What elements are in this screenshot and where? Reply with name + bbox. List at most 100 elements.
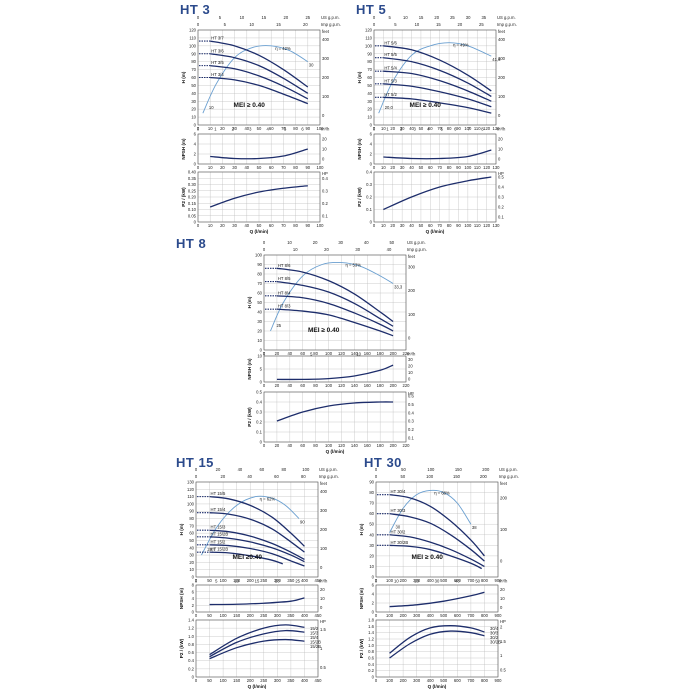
top-axis-a-unit: US g.p.m. bbox=[407, 240, 426, 245]
npsh-xtick: 80 bbox=[447, 165, 452, 170]
m3h-tick: 15 bbox=[255, 579, 260, 584]
main-ytick: 80 bbox=[191, 59, 196, 64]
npsh-xtick: 400 bbox=[301, 613, 309, 618]
npsh-xtick: 120 bbox=[483, 165, 491, 170]
top-axis-b-tick: 25 bbox=[479, 22, 484, 27]
power-ylabel: P2 / (kW) bbox=[357, 187, 362, 207]
main-ytick: 50 bbox=[367, 83, 372, 88]
power-ytick: 0.6 bbox=[188, 650, 194, 655]
power-ytick: 0.2 bbox=[366, 195, 372, 200]
efficiency-end-label: 90 bbox=[300, 520, 305, 525]
series-label: HT 3/4 bbox=[211, 72, 224, 77]
main-ytick: 60 bbox=[189, 531, 194, 536]
power-ytick: 0.2 bbox=[368, 668, 374, 673]
power-xtick: 140 bbox=[351, 443, 359, 448]
m3h-tick: 20 bbox=[275, 579, 280, 584]
power-right-label: HP bbox=[498, 171, 504, 176]
main-ytick: 0 bbox=[260, 348, 263, 353]
main-ytick: 90 bbox=[189, 509, 194, 514]
main-plot: 0102030405060708090100110120010020030040… bbox=[181, 28, 330, 132]
main-xtick: 100 bbox=[220, 578, 228, 583]
power-ytick: 0.5 bbox=[256, 390, 262, 395]
power-right-tick: 0.3 bbox=[322, 188, 328, 193]
power-xtick: 600 bbox=[454, 678, 462, 683]
power-curve-label: 15/2 bbox=[310, 626, 319, 631]
npsh-xtick: 110 bbox=[474, 165, 481, 170]
npsh-xtick: 160 bbox=[364, 383, 372, 388]
efficiency-end-label: 33,3 bbox=[394, 285, 403, 290]
power-curve bbox=[383, 176, 492, 211]
power-right-tick: 0.3 bbox=[408, 419, 414, 424]
main-ytick: 40 bbox=[369, 532, 374, 537]
top-axis-a-tick: 0 bbox=[375, 467, 378, 472]
top-axis-a-tick: 50 bbox=[401, 467, 406, 472]
q-axis-label: Q (l/min) bbox=[426, 229, 445, 234]
main-ytick: 70 bbox=[367, 67, 372, 72]
npsh-curve bbox=[276, 364, 394, 381]
power-ytick: 1.6 bbox=[368, 624, 374, 629]
head-curve bbox=[383, 96, 492, 114]
main-xtick: 70 bbox=[281, 126, 286, 131]
power-xtick: 800 bbox=[481, 678, 489, 683]
npsh-xtick: 10 bbox=[381, 165, 386, 170]
npsh-xtick: 200 bbox=[400, 613, 408, 618]
power-right-tick: 1.5 bbox=[500, 639, 506, 644]
m3h-tick: 10 bbox=[234, 579, 239, 584]
power-right-tick: 0.2 bbox=[322, 201, 328, 206]
npsh-curve bbox=[383, 149, 492, 160]
npsh-xtick: 20 bbox=[275, 383, 280, 388]
efficiency-curve bbox=[270, 261, 394, 332]
npsh-frame bbox=[375, 584, 499, 613]
npsh-ytick: 6 bbox=[372, 583, 375, 588]
main-xtick: 110 bbox=[474, 126, 481, 131]
main-xtick: 300 bbox=[413, 578, 421, 583]
main-xtick: 100 bbox=[325, 351, 333, 356]
main-xtick: 600 bbox=[454, 578, 462, 583]
series-label: HT 5/6 bbox=[384, 40, 397, 45]
npsh-ytick: 0 bbox=[372, 610, 375, 615]
m3h-tick: 1 bbox=[386, 127, 389, 132]
main-ytick: 110 bbox=[365, 35, 372, 40]
top-axis-b-tick: 150 bbox=[453, 474, 461, 479]
npsh-ytick: 4 bbox=[372, 592, 375, 597]
npsh-right-tick: 0 bbox=[322, 157, 325, 162]
main-xtick: 220 bbox=[403, 351, 411, 356]
npsh-curve bbox=[389, 591, 485, 608]
efficiency-curve bbox=[378, 42, 492, 114]
power-xtick: 0 bbox=[197, 223, 200, 228]
npsh-right-tick: 20 bbox=[500, 587, 505, 592]
power-curve bbox=[389, 625, 485, 654]
efficiency-start-label: 10 bbox=[209, 105, 214, 110]
main-right-tick: 100 bbox=[320, 546, 328, 551]
npsh-xtick: 40 bbox=[409, 165, 414, 170]
top-axis-a-tick: 100 bbox=[427, 467, 435, 472]
main-right-tick: 0 bbox=[498, 113, 501, 118]
main-right-label: feet bbox=[498, 29, 506, 34]
npsh-ytick: 6 bbox=[192, 589, 195, 594]
main-ytick: 10 bbox=[191, 115, 196, 120]
npsh-right-tick: 10 bbox=[408, 370, 413, 375]
main-right-tick: 0 bbox=[408, 336, 411, 341]
main-ytick: 50 bbox=[189, 538, 194, 543]
main-ytick: 30 bbox=[367, 99, 372, 104]
power-xtick: 90 bbox=[456, 223, 461, 228]
power-ytick: 0.15 bbox=[188, 201, 197, 206]
npsh-xtick: 220 bbox=[403, 383, 411, 388]
main-right-label: feet bbox=[408, 254, 416, 259]
power-right-tick: 0.2 bbox=[408, 427, 414, 432]
power-xtick: 50 bbox=[257, 223, 262, 228]
power-xtick: 0 bbox=[263, 443, 266, 448]
efficiency-label: η = 62% bbox=[260, 497, 276, 502]
main-frame bbox=[375, 481, 499, 578]
chart-title-ht8: HT 8 bbox=[176, 236, 207, 251]
main-frame bbox=[373, 29, 497, 126]
top-axis-a-tick: 0 bbox=[263, 240, 266, 245]
power-xtick: 70 bbox=[281, 223, 286, 228]
npsh-xtick: 80 bbox=[313, 383, 318, 388]
power-curve-label: 15/4 bbox=[310, 635, 319, 640]
npsh-xtick: 100 bbox=[386, 613, 394, 618]
top-axis-a-tick: 35 bbox=[481, 15, 486, 20]
efficiency-label: η = 53% bbox=[345, 263, 361, 268]
